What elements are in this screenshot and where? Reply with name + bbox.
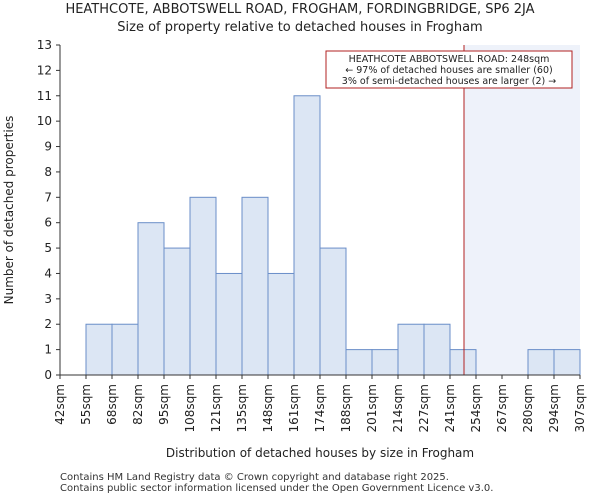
y-tick-label: 2 [44,317,52,331]
x-tick-label: 174sqm [313,384,327,432]
x-axis-label: Distribution of detached houses by size … [166,446,474,460]
larger-region-shade [464,45,580,375]
bar-161sqm [293,95,321,376]
x-tick-label: 307sqm [573,384,587,432]
x-tick-label: 294sqm [547,384,561,432]
bar-241sqm [449,349,477,376]
y-tick-label: 0 [44,368,52,382]
bar-174sqm [319,247,347,376]
y-tick-label: 1 [44,343,52,357]
x-tick-label: 161sqm [287,384,301,432]
bar-108sqm [189,196,217,376]
bar-82sqm [137,222,165,376]
annotation-line-2: ← 97% of detached houses are smaller (60… [345,65,552,76]
x-tick-label: 148sqm [261,384,275,432]
bar-135sqm [241,196,269,376]
bar-201sqm [371,349,399,376]
y-tick-label: 3 [44,292,52,306]
x-tick-label: 241sqm [443,384,457,432]
x-tick-label: 108sqm [183,384,197,432]
y-tick-label: 5 [44,241,52,255]
x-tick-label: 121sqm [209,384,223,432]
x-tick-label: 267sqm [495,384,509,432]
bar-227sqm [423,323,451,376]
property-annotation: HEATHCOTE ABBOTSWELL ROAD: 248sqm ← 97% … [325,50,573,89]
annotation-line-1: HEATHCOTE ABBOTSWELL ROAD: 248sqm [349,54,550,65]
chart-title: HEATHCOTE, ABBOTSWELL ROAD, FROGHAM, FOR… [65,2,535,17]
y-tick-label: 6 [44,216,52,230]
x-tick-label: 55sqm [79,384,93,425]
x-tick-label: 280sqm [521,384,535,432]
bar-214sqm [397,323,425,376]
y-tick-label: 7 [44,190,52,204]
x-tick-label: 214sqm [391,384,405,432]
bar-55sqm [85,323,113,376]
footer-line-1: Contains HM Land Registry data © Crown c… [60,472,449,483]
y-axis-label: Number of detached properties [2,116,16,305]
x-tick-label: 95sqm [157,384,171,425]
x-tick-label: 201sqm [365,384,379,432]
bar-148sqm [267,272,295,376]
x-axis-ticks: 42sqm 55sqm 68sqm 82sqm 95sqm 108sqm 121sqm 135… [53,375,587,432]
x-tick-label: 135sqm [235,384,249,432]
bar-95sqm [163,247,191,376]
y-tick-label: 8 [44,165,52,179]
annotation-box [325,50,573,89]
y-tick-label: 9 [44,140,52,154]
x-tick-label: 188sqm [339,384,353,432]
bar-294sqm [553,349,581,376]
x-tick-label: 42sqm [53,384,67,425]
bar-280sqm [527,349,555,376]
footer-line-2: Contains public sector information licen… [60,483,494,494]
chart-subtitle: Size of property relative to detached ho… [117,20,483,35]
x-tick-label: 68sqm [105,384,119,425]
y-tick-label: 12 [37,63,52,77]
x-tick-label: 227sqm [417,384,431,432]
y-tick-label: 10 [37,114,52,128]
y-tick-label: 13 [37,38,52,52]
histogram-bars [85,95,581,376]
annotation-line-3: 3% of semi-detached houses are larger (2… [342,76,556,87]
x-tick-label: 254sqm [469,384,483,432]
y-tick-label: 4 [44,266,52,280]
bar-68sqm [111,323,139,376]
bar-121sqm [215,272,243,376]
bar-188sqm [345,349,373,376]
y-tick-label: 11 [37,89,52,103]
x-tick-label: 82sqm [131,384,145,425]
